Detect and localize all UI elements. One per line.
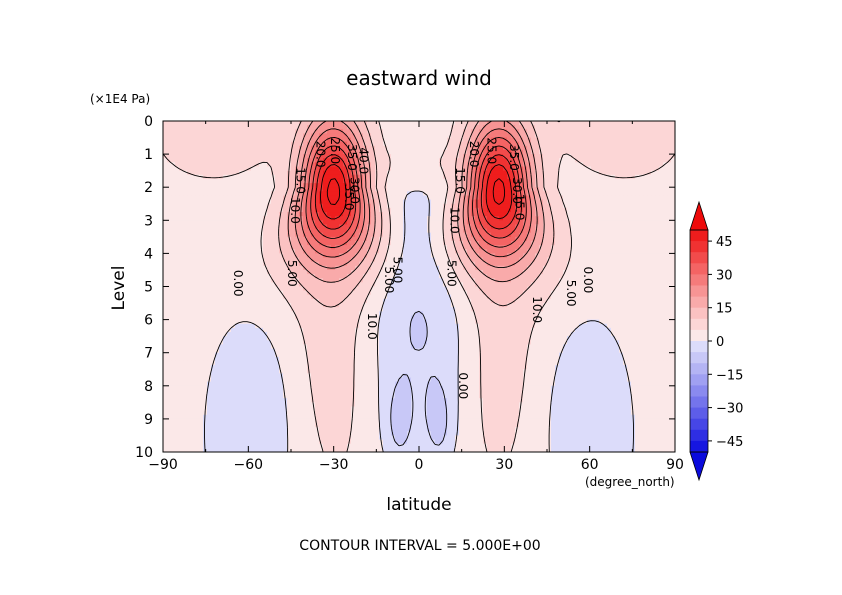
colorbar-tick-label: 15	[716, 302, 733, 317]
contour-label: 25.0	[328, 137, 342, 164]
colorbar-swatch	[690, 329, 708, 342]
colorbar: 45 30 15 0 −15 −30 −45	[689, 200, 743, 482]
x-tick-label: −90	[148, 457, 178, 473]
contour-label: 0.00	[231, 270, 245, 297]
colorbar-swatch	[690, 440, 708, 453]
y-axis: 0 1 2 3 4 5 6 7 8 9 10	[135, 114, 675, 461]
x-axis-label: latitude	[386, 495, 451, 515]
y-tick-label: 9	[144, 412, 153, 428]
y-tick-label: 7	[144, 346, 153, 362]
y-tick-label: 5	[144, 280, 153, 296]
contour-label: 5.00	[285, 260, 299, 287]
y-tick-label: 8	[144, 379, 153, 395]
contour-label: 15.0	[513, 194, 527, 221]
colorbar-max-arrow	[689, 200, 709, 231]
colorbar-swatch	[690, 418, 708, 431]
contour-labels: 20.0 25.0 35.040.015.010.0 35.030.05.000.00…	[231, 137, 595, 399]
y-tick-label: 4	[144, 246, 153, 262]
x-tick-label: 90	[666, 457, 684, 473]
colorbar-swatch	[690, 363, 708, 375]
y-tick-label: 0	[144, 114, 153, 130]
colorbar-swatch	[690, 385, 708, 397]
contour-label: 15.0	[294, 167, 308, 194]
colorbar-swatch	[690, 307, 708, 320]
contour-label: 35.0	[345, 144, 359, 171]
contour-label: 10.0	[447, 207, 461, 234]
contour-label: 30.0	[510, 177, 524, 204]
x-tick-label: −30	[319, 457, 349, 473]
contour-label: 5.00	[564, 280, 578, 307]
colorbar-tick-label: −45	[716, 435, 743, 450]
x-units-label: (degree_north)	[585, 475, 675, 489]
y-tick-label: 10	[135, 445, 153, 461]
contour-label: 15.0	[453, 167, 467, 194]
y-tick-label: 2	[144, 180, 153, 196]
contour-label: 5.00	[382, 267, 396, 294]
contour-label: 0.00	[456, 372, 470, 399]
x-tick-label: −60	[234, 457, 264, 473]
chart-title: eastward wind	[346, 66, 492, 90]
colorbar-tick-label: −15	[716, 368, 743, 383]
contour-label: 30.0	[348, 177, 362, 204]
colorbar-swatch	[690, 407, 708, 420]
colorbar-tick-label: 0	[716, 335, 724, 350]
contour-label: 5.00	[444, 260, 458, 287]
x-tick-label: 30	[495, 457, 513, 473]
y-tick-label: 1	[144, 147, 153, 163]
contour-label: 40.0	[356, 147, 370, 174]
y-tick-label: 3	[144, 213, 153, 229]
x-tick-label: 0	[415, 457, 424, 473]
colorbar-swatch	[690, 352, 708, 364]
colorbar-tick-label: 30	[716, 268, 733, 283]
contour-label: 20.0	[314, 141, 328, 168]
contour-label: 25.0	[484, 137, 498, 164]
contour-lines	[163, 121, 675, 452]
x-axis: −90 −60 −30 0 30 60 90	[148, 121, 684, 473]
colorbar-swatch	[690, 230, 708, 242]
colorbar-tick-label: 45	[716, 235, 733, 250]
colorbar-min-arrow	[689, 451, 709, 482]
colorbar-swatch	[690, 429, 708, 442]
contour-label: 10.0	[288, 197, 302, 224]
colorbar-swatch	[690, 374, 708, 386]
y-axis-label: Level	[109, 266, 129, 311]
contour-interval-text: CONTOUR INTERVAL = 5.000E+00	[299, 538, 540, 554]
colorbar-swatch	[690, 296, 708, 309]
colorbar-swatch	[690, 241, 708, 253]
y-tick-label: 6	[144, 313, 153, 329]
colorbar-swatch	[690, 318, 708, 331]
contour-label: 35.0	[342, 184, 356, 211]
colorbar-swatch	[690, 252, 708, 264]
y-units-label: (×1E4 Pa)	[90, 92, 150, 106]
contour-label: 20.0	[467, 141, 481, 168]
colorbar-swatch	[690, 263, 708, 275]
plot-area	[163, 121, 675, 452]
colorbar-swatch	[690, 341, 708, 353]
contour-label: 35.0	[507, 144, 521, 171]
colorbar-swatch	[690, 396, 708, 408]
contour-label: 5.00	[390, 257, 404, 284]
colorbar-tick-label: −30	[716, 402, 743, 417]
colorbar-swatch	[690, 274, 708, 286]
colorbar-swatch	[690, 285, 708, 297]
contour-label: 0.00	[581, 267, 595, 294]
contour-label: 10.0	[365, 313, 379, 340]
contour-label: 10.0	[530, 296, 544, 323]
x-tick-label: 60	[581, 457, 599, 473]
